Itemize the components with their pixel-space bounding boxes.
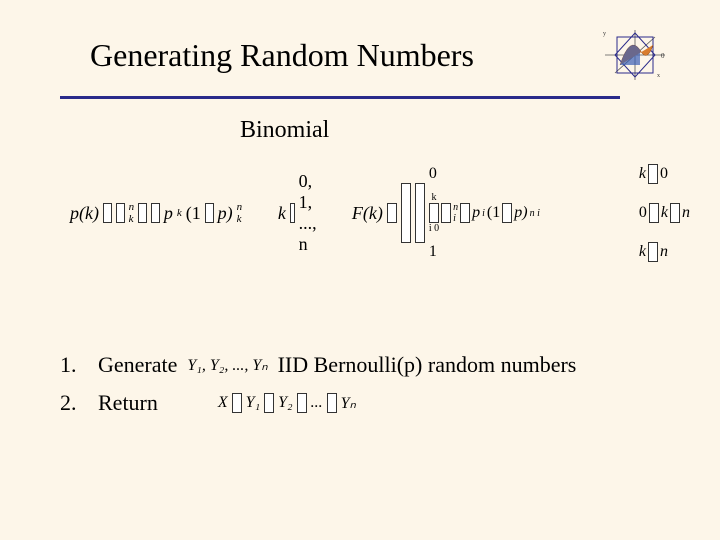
case1-k: k [639,165,646,183]
matlab-logo-icon: 0 y x [590,20,680,90]
pmf-p: p [164,203,173,224]
formula-row: p(k) n k p k (1 p) n k k 0, 1, ..., n F(… [60,164,680,262]
placeholder-icon [429,203,439,223]
subtitle: Binomial [60,117,680,144]
placeholder-icon [648,164,658,184]
placeholder-icon [670,203,680,223]
binom-n: n [129,201,135,213]
sum-icon: k i 0 [429,192,439,234]
placeholder-icon [264,393,274,413]
title-rule [60,96,620,99]
case1-val: 0 [429,165,437,183]
cdf-prefix: F(k) [352,203,383,224]
svg-text:y: y [603,31,606,37]
s2-yn: Yₙ [341,393,356,413]
step2-word: Return [98,390,158,416]
domain-formula: k 0, 1, ..., n [278,171,322,255]
placeholder-icon [387,203,397,223]
case2-i: i [482,208,485,219]
case2-p: p [472,204,480,222]
step2-num: 2. [60,390,88,416]
placeholder-icon [232,393,242,413]
binom-n2: n [453,202,458,213]
step1-num: 1. [60,352,88,378]
page-title: Generating Random Numbers [60,37,474,74]
svg-text:x: x [657,73,660,79]
brace-icon [401,183,411,243]
s2-x: X [218,394,228,412]
sum-bot: i 0 [429,223,439,234]
step2-expr: X Y₁ Y₂ ... Yₙ [218,393,356,413]
case2-lhs: 0 [639,204,647,222]
placeholder-icon [502,203,512,223]
placeholder-icon [327,393,337,413]
pmf-prefix: p(k) [70,203,99,224]
sum-top: k [432,192,437,203]
binom-k: k [129,213,135,225]
case2-exp2: n i [530,208,540,219]
cdf-cases: 0 k 0 k i 0 [429,164,690,262]
pmf-one: (1 [186,203,201,224]
step1-word: Generate [98,352,177,378]
placeholder-icon [151,203,160,223]
case3-val: 1 [429,243,437,261]
binom-i: i [453,213,458,224]
step-2: 2. Return X Y₁ Y₂ ... Yₙ [60,390,680,416]
pmf-exp2: n k [237,201,248,225]
s2-y1: Y₁ [246,394,260,412]
pmf-sup-k: k [177,207,182,219]
cdf-case-3: 1 k n [429,242,690,262]
title-area: Generating Random Numbers 0 y x [60,20,680,90]
placeholder-icon [297,393,307,413]
case3-rest: n [660,243,668,261]
placeholder-icon [648,242,658,262]
pmf-p2: p) [218,203,233,224]
step1-vars: Y₁, Y₂, ..., Yₙ [187,355,267,375]
placeholder-icon [116,203,125,223]
domain-vals: 0, 1, ..., n [299,171,322,255]
step1-rest: IID Bernoulli(p) random numbers [278,352,577,378]
case2-p2: p) [514,204,527,222]
case2-one: (1 [487,204,500,222]
placeholder-icon [205,203,214,223]
steps-list: 1. Generate Y₁, Y₂, ..., Yₙ IID Bernoull… [60,352,680,416]
cdf-formula: F(k) 0 k 0 k [352,164,690,262]
s2-y2: Y₂ [278,394,292,412]
case3-k: k [639,243,646,261]
brace-icon [415,183,425,243]
cdf-case-2: k i 0 n i p i (1 [429,192,690,234]
placeholder-icon [649,203,659,223]
domain-k: k [278,203,286,224]
case1-rest: 0 [660,165,668,183]
svg-text:0: 0 [661,52,665,60]
case2-k: k [661,204,668,222]
case2-rhs: n [682,204,690,222]
s2-dots: ... [311,394,323,412]
step-1: 1. Generate Y₁, Y₂, ..., Yₙ IID Bernoull… [60,352,680,378]
placeholder-icon [441,203,451,223]
pmf-formula: p(k) n k p k (1 p) n k [70,201,248,225]
placeholder-icon [103,203,112,223]
placeholder-icon [460,203,470,223]
slide: Generating Random Numbers 0 y x Binomial [0,0,720,540]
placeholder-icon [138,203,147,223]
placeholder-icon [290,203,295,223]
cdf-case-1: 0 k 0 [429,164,690,184]
